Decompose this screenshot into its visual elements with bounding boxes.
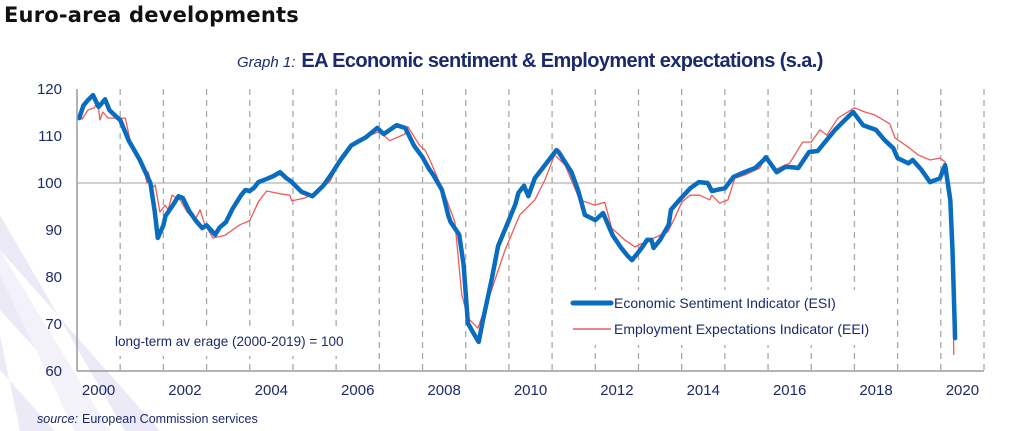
annotation-background (100, 326, 355, 356)
graph-title: Graph 1: EA Economic sentiment & Employme… (237, 50, 823, 73)
y-axis-tick-labels: 60 70 80 90 100 110 120 (37, 81, 62, 380)
y-tick-label: 100 (37, 175, 62, 192)
y-tick-label: 110 (38, 128, 62, 145)
x-tick-label: 2000 (82, 382, 115, 399)
source-note: source: European Commission services (37, 412, 258, 426)
y-tick-label: 90 (45, 222, 62, 239)
page-heading: Euro-area developments (4, 3, 299, 27)
x-tick-label: 2016 (773, 382, 806, 399)
esi-series-line (76, 92, 958, 345)
x-tick-label: 2002 (168, 382, 201, 399)
y-tick-label: 70 (45, 316, 62, 333)
x-tick-label: 2004 (255, 382, 288, 399)
x-tick-label: 2008 (427, 382, 460, 399)
x-tick-label: 2020 (946, 382, 979, 399)
x-tick-label: 2010 (514, 382, 547, 399)
graph-number-label: Graph 1: (237, 54, 296, 71)
x-tick-label: 2006 (341, 382, 374, 399)
graph-title-text: EA Economic sentiment & Employment expec… (301, 50, 823, 72)
long-term-average-note: long-term av erage (2000-2019) = 100 (115, 334, 344, 349)
source-text: European Commission services (82, 412, 258, 426)
x-tick-label: 2012 (600, 382, 633, 399)
legend-background (565, 290, 870, 345)
x-tick-label: 2018 (859, 382, 892, 399)
y-tick-label: 60 (45, 363, 62, 380)
x-axis-tick-labels: 2000 2002 2004 2006 2008 2010 2012 2014 2016 2018… (82, 382, 979, 399)
x-tick-label: 2014 (687, 382, 720, 399)
legend-esi-label: Economic Sentiment Indicator (ESI) (614, 295, 836, 311)
legend: Economic Sentiment Indicator (ESI) Emplo… (570, 295, 869, 337)
legend-eei-label: Employment Expectations Indicator (EEI) (614, 321, 869, 337)
y-tick-label: 80 (45, 269, 62, 286)
source-label: source: (37, 412, 78, 426)
y-tick-label: 120 (37, 81, 62, 98)
